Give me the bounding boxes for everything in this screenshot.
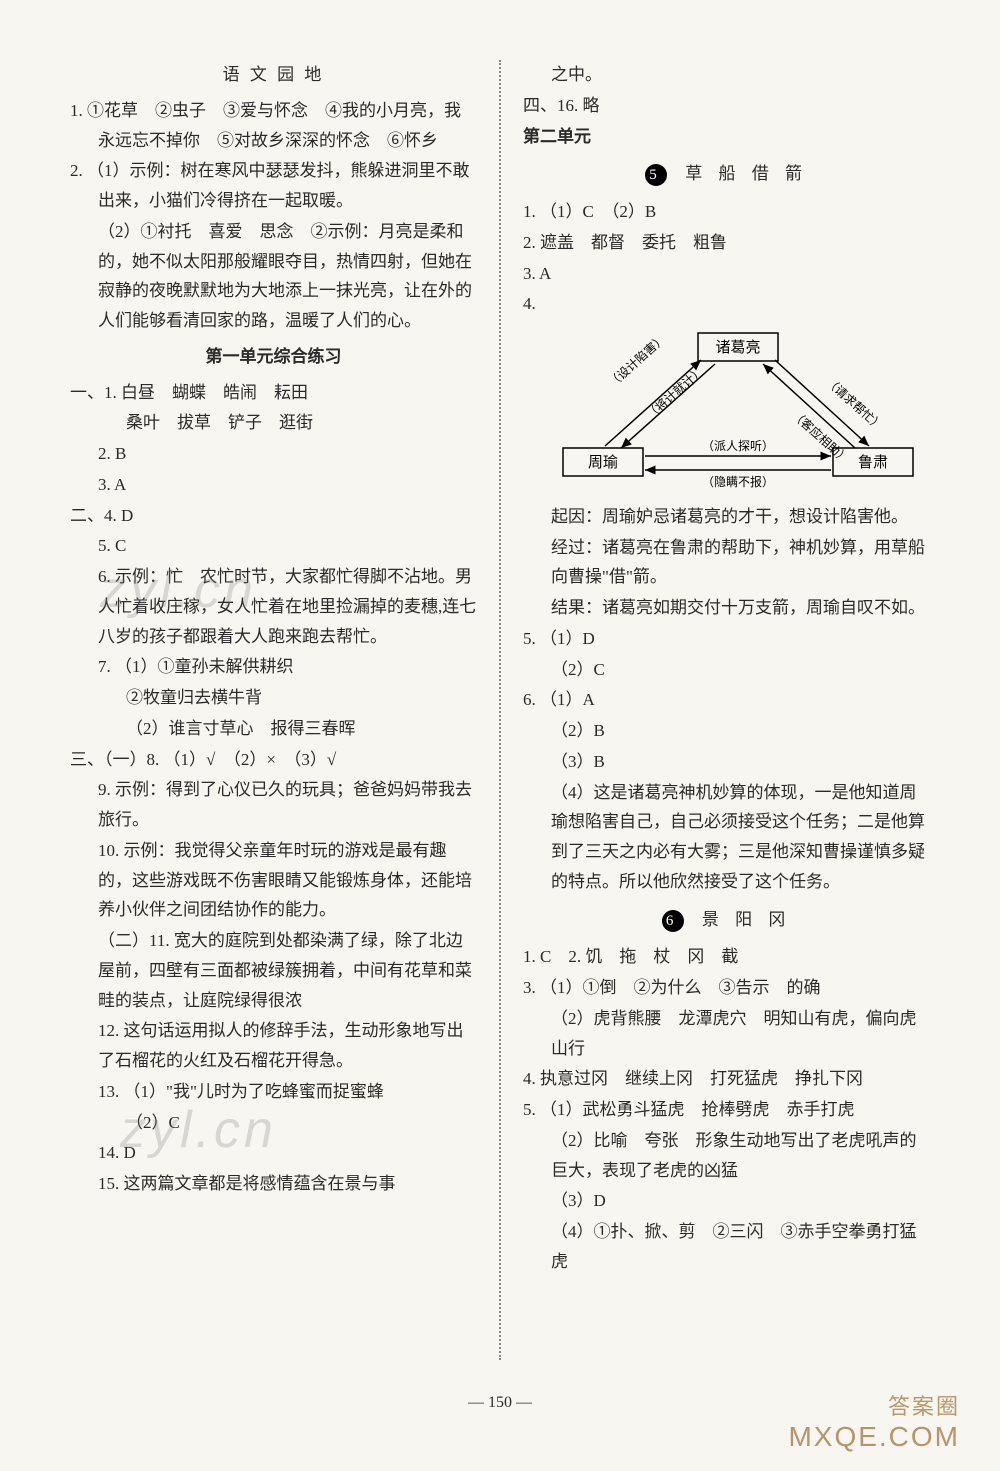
s2-q5: 5. C <box>70 531 477 561</box>
s3-q15: 15. 这两篇文章都是将感情蕴含在景与事 <box>70 1169 477 1199</box>
svg-text:（将计就计）: （将计就计） <box>644 364 707 423</box>
practice-title: 第一单元综合练习 <box>70 342 477 372</box>
q2-p1: 2. （1）示例：树在寒风中瑟瑟发抖，熊躲进洞里不敢出来，小猫们冷得挤在一起取暖… <box>70 156 477 216</box>
lesson6-heading: 6 景 阳 冈 <box>523 905 930 935</box>
s2-q7c: （2）谁言寸草心 报得三春晖 <box>70 714 477 744</box>
s3-q12: 12. 这句话运用拟人的修辞手法，生动形象地写出了石榴花的火红及石榴花开得急。 <box>70 1016 477 1076</box>
s3-q9: 9. 示例：得到了心仪已久的玩具；爸爸妈妈带我去旅行。 <box>70 775 477 835</box>
l5-process: 经过：诸葛亮在鲁肃的帮助下，神机妙算，用草船向曹操"借"箭。 <box>523 533 930 593</box>
q2-p2: （2）①衬托 喜爱 思念 ②示例：月亮是柔和的，她不似太阳那般耀眼夺目，热情四射… <box>70 217 477 336</box>
svg-text:诸葛亮: 诸葛亮 <box>715 339 760 356</box>
l5-q4: 4. <box>523 289 930 319</box>
l5-q1: 1. （1）C （2）B <box>523 197 930 227</box>
cont-text: 之中。 <box>523 60 930 90</box>
svg-text:（隐瞒不报）: （隐瞒不报） <box>702 474 774 488</box>
l5-q3: 3. A <box>523 259 930 289</box>
left-column: 语 文 园 地 1. ①花草 ②虫子 ③爱与怀念 ④我的小月亮，我永远忘不掉你 … <box>70 60 497 1360</box>
svg-text:（派人探听）: （派人探听） <box>702 439 774 453</box>
lesson6-badge: 6 <box>662 910 684 932</box>
svg-text:（请求帮忙）: （请求帮忙） <box>823 375 886 434</box>
right-column: 之中。 四、16. 略 第二单元 5 草 船 借 箭 1. （1）C （2）B … <box>503 60 930 1360</box>
s2-q7b: ②牧童归去横牛背 <box>70 683 477 713</box>
s2-q4: 二、4. D <box>70 501 477 531</box>
l5-result: 结果：诸葛亮如期交付十万支箭，周瑜自叹不如。 <box>523 593 930 623</box>
l5-q6d: （4）这是诸葛亮神机妙算的体现，一是他知道周瑜想陷害自己，自己必须接受这个任务；… <box>523 778 930 897</box>
s3-q13b: （2）C <box>70 1108 477 1138</box>
lesson5-badge: 5 <box>645 164 667 186</box>
l6-q5d: （4）①扑、掀、剪 ②三闪 ③赤手空拳勇打猛虎 <box>523 1217 930 1277</box>
q1: 1. ①花草 ②虫子 ③爱与怀念 ④我的小月亮，我永远忘不掉你 ⑤对故乡深深的怀… <box>70 96 477 156</box>
l6-q4: 4. 执意过冈 继续上冈 打死猛虎 挣扎下冈 <box>523 1064 930 1094</box>
page-number: — 150 — <box>0 1394 1000 1412</box>
lesson5-title: 草 船 借 箭 <box>685 164 808 183</box>
l5-q2: 2. 遮盖 都督 委托 粗鲁 <box>523 228 930 258</box>
s3-q10: 10. 示例：我觉得父亲童年时玩的游戏是最有趣的，这些游戏既不伤害眼睛又能锻炼身… <box>70 836 477 925</box>
l5-q6b: （2）B <box>523 716 930 746</box>
s2-q7a: 7. （1）①童孙未解供耕织 <box>70 652 477 682</box>
l5-q5a: 5. （1）D <box>523 624 930 654</box>
l5-q6c: （3）B <box>523 747 930 777</box>
l6-q5c: （3）D <box>523 1186 930 1216</box>
lesson6-title: 景 阳 冈 <box>702 910 792 929</box>
svg-text:（设计陷害）: （设计陷害） <box>605 331 669 390</box>
page-content: 语 文 园 地 1. ①花草 ②虫子 ③爱与怀念 ④我的小月亮，我永远忘不掉你 … <box>0 0 1000 1390</box>
l5-cause: 起因：周瑜妒忌诸葛亮的才干，想设计陷害他。 <box>523 502 930 532</box>
s1-q3: 3. A <box>70 470 477 500</box>
svg-text:周瑜: 周瑜 <box>588 454 618 471</box>
relationship-diagram: 诸葛亮 周瑜 鲁肃 （设计陷害） （将计就计） <box>523 320 930 502</box>
s1-q1a: 一、1. 白昼 蝴蝶 皓闹 耘田 <box>70 378 477 408</box>
s3-q13a: 13. （1）"我"儿时为了吃蜂蜜而捉蜜蜂 <box>70 1077 477 1107</box>
s1-q1b: 桑叶 拔草 铲子 逛街 <box>70 408 477 438</box>
footer-logo: 答案圈 <box>888 1389 960 1421</box>
l6-q3a: 3. （1）①倒 ②为什么 ③告示 的确 <box>523 973 930 1003</box>
unit2-title: 第二单元 <box>523 122 930 152</box>
l6-q5b: （2）比喻 夸张 形象生动地写出了老虎吼声的巨大，表现了老虎的凶猛 <box>523 1126 930 1186</box>
l6-q5a: 5. （1）武松勇斗猛虎 抢棒劈虎 赤手打虎 <box>523 1095 930 1125</box>
l5-q5b: （2）C <box>523 655 930 685</box>
l6-q3b: （2）虎背熊腰 龙潭虎穴 明知山有虎，偏向虎山行 <box>523 1004 930 1064</box>
section-title: 语 文 园 地 <box>70 60 477 90</box>
column-divider <box>499 60 501 1360</box>
s2-q6: 6. 示例：忙 农忙时节，大家都忙得脚不沾地。男人忙着收庄稼，女人忙着在地里捡漏… <box>70 562 477 651</box>
s1-q2: 2. B <box>70 439 477 469</box>
l5-q6a: 6. （1）A <box>523 685 930 715</box>
l6-q1: 1. C 2. 饥 拖 杖 冈 截 <box>523 942 930 972</box>
s3-q8: 三、（一）8. （1）√ （2）× （3）√ <box>70 745 477 775</box>
s3-q11: （二）11. 宽大的庭院到处都染满了绿，除了北边屋前，四壁有三面都被绿簇拥着，中… <box>70 926 477 1015</box>
s4: 四、16. 略 <box>523 91 930 121</box>
s3-q14: 14. D <box>70 1138 477 1168</box>
svg-text:鲁肃: 鲁肃 <box>858 454 888 471</box>
lesson5-heading: 5 草 船 借 箭 <box>523 159 930 189</box>
footer-url: MXQE.COM <box>788 1421 960 1453</box>
